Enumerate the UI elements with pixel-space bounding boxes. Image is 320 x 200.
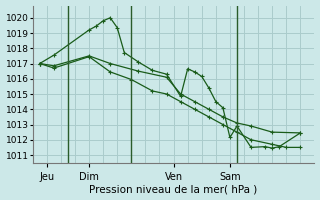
X-axis label: Pression niveau de la mer( hPa ): Pression niveau de la mer( hPa ) bbox=[90, 184, 258, 194]
